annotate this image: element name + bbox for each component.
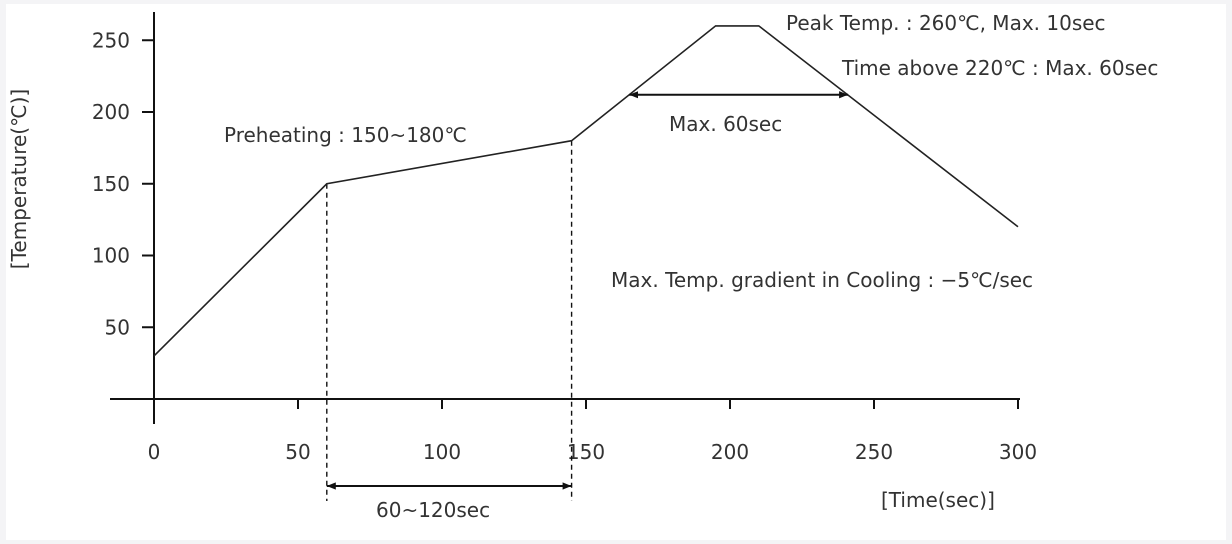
y-axis-title: [Temperature(℃)] [7, 89, 31, 269]
chart-frame: 0 50 100 150 200 250 300 50 100 150 200 250 Peak Te… [6, 4, 1226, 540]
preheat-time-annotation: 60~120sec [376, 498, 490, 522]
x-tick-label: 50 [285, 440, 310, 464]
x-tick-label: 250 [855, 440, 893, 464]
cooling-gradient-annotation: Max. Temp. gradient in Cooling : −5℃/sec [611, 268, 1033, 292]
preheating-annotation: Preheating : 150~180℃ [224, 123, 467, 147]
time-above-annotation: Time above 220℃ : Max. 60sec [841, 56, 1158, 80]
temperature-profile-line [153, 25, 1019, 357]
x-tick-label: 100 [423, 440, 461, 464]
y-tick-label: 50 [105, 315, 130, 339]
y-tick-label: 150 [92, 172, 130, 196]
y-tick-label: 200 [92, 100, 130, 124]
x-axis-title: [Time(sec)] [881, 488, 995, 512]
x-tick-label: 150 [567, 440, 605, 464]
x-tick-label: 300 [999, 440, 1037, 464]
reflow-profile-chart: 0 50 100 150 200 250 300 50 100 150 200 250 Peak Te… [7, 11, 1158, 522]
max-60sec-annotation: Max. 60sec [669, 112, 782, 136]
y-tick-label: 250 [92, 28, 130, 52]
y-tick-label: 100 [92, 244, 130, 268]
x-tick-label: 0 [148, 440, 161, 464]
peak-temp-annotation: Peak Temp. : 260℃, Max. 10sec [786, 11, 1106, 35]
x-tick-label: 200 [711, 440, 749, 464]
